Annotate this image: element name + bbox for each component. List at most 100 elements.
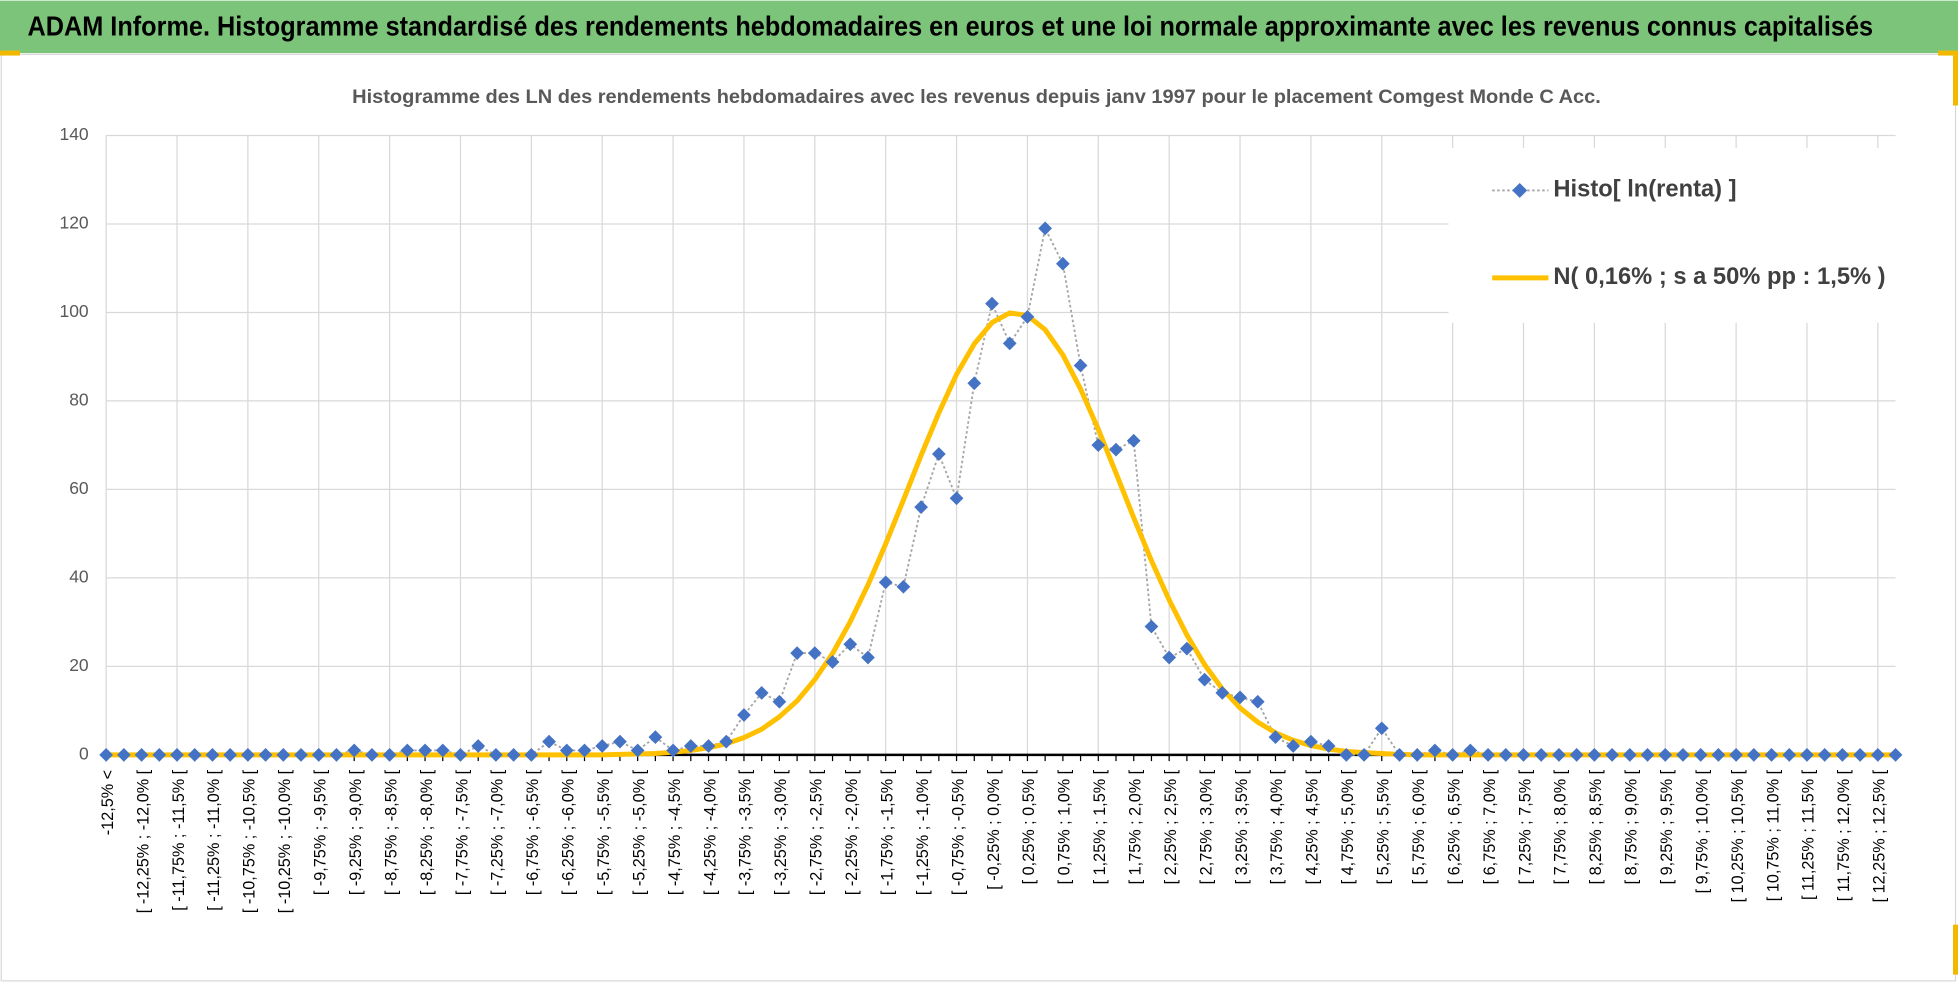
data-point <box>294 747 308 762</box>
data-point <box>1605 747 1619 762</box>
x-tick-label: [ -5,25% ; -5,0% [ <box>630 769 648 895</box>
x-tick-label: [ -10,25% ; -10,0% [ <box>276 769 294 913</box>
page-title: ADAM Informe. Histogramme standardisé de… <box>27 10 1873 41</box>
x-tick-label: -12,5% < <box>99 770 117 835</box>
x-tick-label: [ 7,75% ; 8,0% [ <box>1552 769 1570 884</box>
data-point <box>276 747 291 762</box>
data-point <box>1853 747 1867 762</box>
data-point <box>1658 747 1673 762</box>
data-point <box>1676 747 1690 762</box>
y-tick-label: 60 <box>69 478 89 498</box>
data-point <box>1569 747 1584 762</box>
x-tick-label: [ 6,75% ; 7,0% [ <box>1481 769 1499 884</box>
data-point <box>772 694 787 709</box>
data-point <box>967 376 982 391</box>
y-tick-label: 120 <box>60 213 89 233</box>
data-point <box>1764 747 1779 762</box>
x-tick-label: [ -2,25% ; -2,0% [ <box>843 769 861 895</box>
data-point <box>1055 256 1070 271</box>
x-tick-label: [ -9,25% ; -9,0% [ <box>347 769 365 895</box>
x-tick-label: [ -12,25% ; -12,0% [ <box>134 769 152 913</box>
x-tick-label: [ -6,25% ; -6,0% [ <box>560 769 578 895</box>
data-point <box>1746 747 1761 762</box>
x-tick-label: [ 3,25% ; 3,5% [ <box>1233 769 1251 884</box>
y-tick-label: 140 <box>60 124 89 144</box>
x-tick-label: [ 7,25% ; 7,5% [ <box>1516 769 1534 884</box>
corner-mark <box>1938 50 1958 56</box>
corner-mark <box>1953 924 1958 975</box>
data-point <box>1800 747 1814 762</box>
data-point <box>1782 747 1797 762</box>
data-point <box>683 739 698 753</box>
data-point <box>347 743 362 758</box>
data-point <box>382 747 397 762</box>
x-tick-label: [ 6,25% ; 6,5% [ <box>1445 769 1463 884</box>
data-point <box>1038 221 1053 236</box>
grid: 0 20 40 60 80 100 120 140 -12,5% < [ -12,25% ; -1… <box>60 124 1897 913</box>
data-point <box>1622 747 1637 762</box>
x-tick-label: [ 3,75% ; 4,0% [ <box>1268 769 1286 884</box>
x-tick-label: [ -7,75% ; -7,5% [ <box>453 769 471 895</box>
data-point <box>985 296 999 311</box>
legend: Histo[ ln(renta) ] N( 0,16% ; s a 50% pp … <box>1448 147 1949 323</box>
data-point <box>365 747 379 762</box>
data-point <box>1516 747 1531 762</box>
x-tick-label: [ 5,25% ; 5,5% [ <box>1375 769 1393 884</box>
data-point <box>931 447 946 461</box>
data-point <box>949 491 964 506</box>
x-tick-label: [ -3,25% ; -3,0% [ <box>772 769 790 895</box>
x-tick-label: [ -7,25% ; -7,0% [ <box>489 769 507 895</box>
data-point <box>524 747 539 762</box>
x-tick-label: [ -4,25% ; -4,0% [ <box>701 769 719 895</box>
x-tick-label: [ -0,75% ; -0,5% [ <box>949 769 967 895</box>
x-tick-label: [ 9,25% ; 9,5% [ <box>1658 769 1676 884</box>
data-point <box>187 747 202 762</box>
x-tick-label: [ 11,75% ; 12,0% [ <box>1835 769 1853 901</box>
data-point <box>577 743 592 758</box>
data-point <box>205 747 220 762</box>
legend-label: Histo[ ln(renta) ] <box>1553 177 1736 203</box>
data-point <box>329 747 344 762</box>
legend-key <box>1512 182 1528 198</box>
data-point <box>1817 747 1832 762</box>
x-tick-label: [ -1,75% ; -1,5% [ <box>878 769 896 895</box>
data-point <box>418 743 432 758</box>
data-point <box>1268 730 1283 745</box>
x-tick-label: [ 10,75% ; 11,0% [ <box>1764 769 1782 901</box>
x-tick-label: [ -10,75% ; -10,5% [ <box>241 769 259 913</box>
x-tick-label: [ 0,25% ; 0,5% [ <box>1020 769 1038 884</box>
y-tick-label: 100 <box>60 301 89 321</box>
data-point <box>453 747 468 762</box>
corner-mark <box>0 50 20 56</box>
x-tick-label: [ -3,75% ; -3,5% [ <box>737 769 755 895</box>
x-tick-label: [ 0,75% ; 1,0% [ <box>1056 769 1074 884</box>
x-tick-label: [ -8,75% ; -8,5% [ <box>382 769 400 895</box>
data-point <box>1711 747 1726 762</box>
data-point <box>1729 747 1743 762</box>
data-point <box>754 686 769 700</box>
data-point <box>435 743 450 758</box>
x-tick-label: [ -8,25% ; -8,0% [ <box>418 769 436 895</box>
data-point <box>134 747 149 762</box>
data-point <box>241 747 255 762</box>
x-tick-label: [ 4,25% ; 4,5% [ <box>1304 769 1322 884</box>
data-point <box>843 637 858 652</box>
x-tick-label: [ 1,75% ; 2,0% [ <box>1127 769 1145 884</box>
data-point <box>400 743 415 758</box>
data-point <box>489 747 503 762</box>
x-tick-label: [ 2,25% ; 2,5% [ <box>1162 769 1180 884</box>
data-point <box>1587 747 1602 762</box>
y-tick-label: 40 <box>69 567 89 587</box>
x-tick-label: [ 5,75% ; 6,0% [ <box>1410 769 1428 884</box>
data-point <box>471 739 486 753</box>
data-point <box>914 500 928 514</box>
data-point <box>1534 747 1549 762</box>
x-tick-label: [ 2,75% ; 3,0% [ <box>1197 769 1215 884</box>
x-tick-label: [ 12,25% ; 12,5% [ <box>1871 769 1889 902</box>
x-tick-label: [ 8,75% ; 9,0% [ <box>1623 769 1641 884</box>
data-point <box>116 747 131 762</box>
x-tick-label: [ -4,75% ; -4,5% [ <box>666 769 684 895</box>
x-tick-label: [ 8,25% ; 8,5% [ <box>1587 769 1605 884</box>
x-tick-label: [ -6,75% ; -6,5% [ <box>524 769 542 895</box>
